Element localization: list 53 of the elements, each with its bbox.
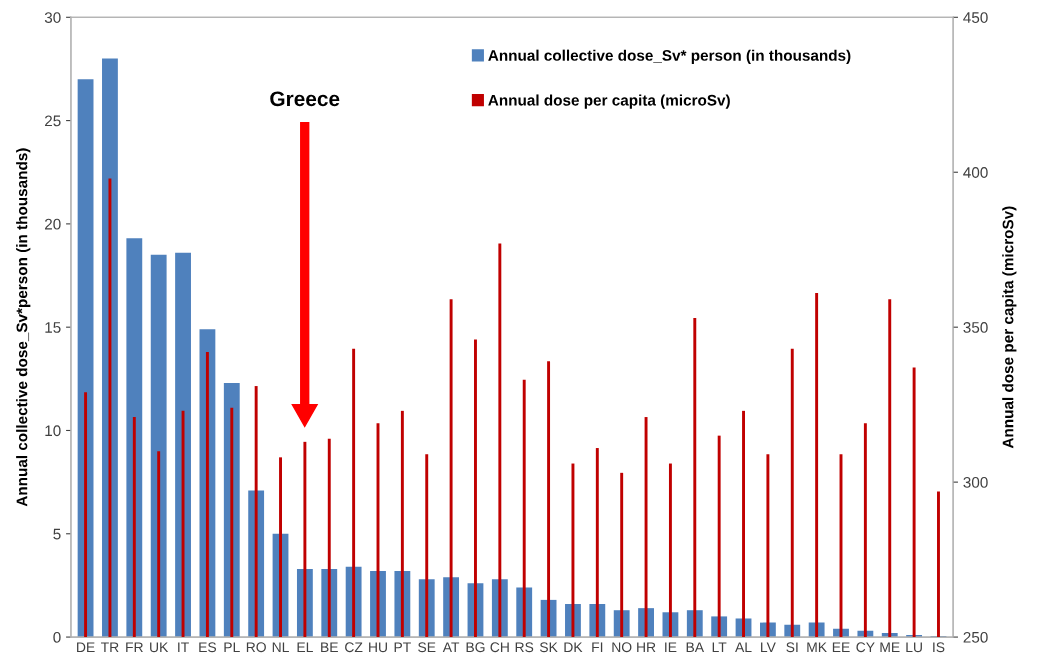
legend-label: Annual dose per capita (microSv) — [488, 94, 730, 109]
x-tick-label: SE — [418, 642, 436, 653]
x-tick-label: EE — [832, 642, 850, 652]
x-tick-label: DE — [77, 642, 95, 652]
x-tick-label: RO — [246, 642, 266, 653]
y-tick-label: 5 — [53, 528, 61, 540]
y-tick-label: 20 — [45, 218, 61, 230]
x-tick-label: SK — [539, 642, 558, 653]
x-tick-label: DK — [564, 642, 583, 652]
x-tick-label: CY — [856, 642, 875, 653]
x-tick-label: LV — [761, 642, 776, 652]
y2-tick-label: 300 — [963, 476, 988, 488]
x-tick-label: TR — [101, 642, 119, 652]
x-tick-label: BG — [466, 642, 485, 653]
x-tick-label: AL — [735, 642, 752, 652]
x-tick-label: HU — [369, 642, 387, 653]
x-tick-label: NO — [612, 642, 632, 653]
y-tick-label: 10 — [45, 425, 61, 437]
x-tick-label: EL — [297, 642, 313, 652]
x-tick-label: UK — [150, 642, 169, 653]
x-tick-label: CZ — [345, 642, 363, 653]
x-tick-label: AT — [442, 642, 460, 652]
x-tick-label: RS — [515, 642, 534, 653]
x-tick-label: LT — [712, 642, 727, 652]
x-tick-label: FI — [592, 642, 603, 652]
y2-tick-label: 400 — [963, 167, 988, 178]
x-tick-label: ME — [880, 642, 900, 652]
x-tick-label: BE — [321, 642, 338, 652]
legend-label: Annual collective dose_Sv* person (in thousands) — [488, 49, 851, 64]
y2-tick-label: 350 — [963, 322, 988, 333]
y-tick-label: 0 — [53, 631, 61, 643]
x-tick-label: IS — [933, 642, 945, 653]
x-tick-label: CH — [490, 642, 509, 653]
x-tick-label: FR — [126, 642, 143, 652]
y-tick-label: 25 — [45, 115, 61, 127]
x-tick-label: MK — [807, 642, 827, 652]
x-tick-label: BA — [686, 642, 705, 652]
y2-tick-label: 450 — [963, 12, 988, 23]
x-tick-label: PL — [224, 642, 240, 652]
x-tick-label: PT — [394, 642, 411, 652]
annotation: Greece — [270, 91, 340, 107]
x-tick-label: IE — [665, 642, 677, 652]
y-tick-label: 30 — [44, 12, 61, 23]
y-axis-title: Annual collective dose_Sv*person (in thousands) — [16, 148, 31, 507]
y2-axis-title: Annual dose per capita (microSv) — [1002, 206, 1017, 449]
x-tick-label: SI — [786, 642, 798, 653]
y-tick-label: 15 — [45, 322, 61, 333]
x-tick-label: HR — [637, 642, 656, 652]
x-tick-label: NL — [272, 642, 289, 652]
x-tick-label: IT — [178, 642, 189, 652]
y2-tick-label: 250 — [963, 631, 988, 643]
x-tick-label: ES — [199, 642, 217, 653]
x-tick-label: LU — [906, 642, 922, 653]
